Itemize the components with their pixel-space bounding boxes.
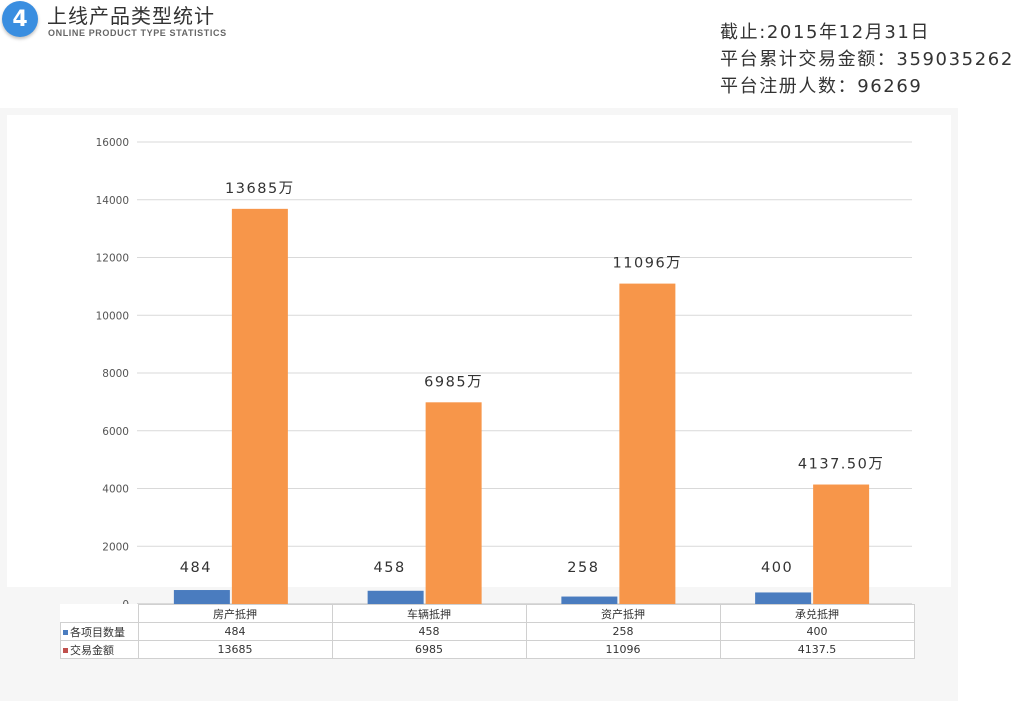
y-tick-label: 16000 (96, 137, 129, 149)
table-cell: 458 (331, 622, 527, 641)
legend-entry-series1: 各项目数量 (60, 622, 139, 641)
badge-number: 4 (12, 6, 28, 32)
y-tick-label: 10000 (96, 310, 129, 322)
data-label: 258 (567, 560, 599, 576)
table-row: 交易金额 13685 6985 11096 4137.5 (60, 640, 915, 659)
legend-swatch (63, 648, 68, 653)
table-header-row: 房产抵押 车辆抵押 资产抵押 承兑抵押 (60, 604, 915, 623)
table-cell: 484 (137, 622, 333, 641)
bar-project-count (173, 590, 230, 604)
data-label: 458 (374, 560, 406, 576)
total-volume: 平台累计交易金额：359035262 (720, 49, 1014, 70)
bar-transaction-amount (619, 283, 676, 604)
legend-label: 各项目数量 (70, 625, 125, 639)
table-cell: 258 (525, 622, 721, 641)
bar-project-count (755, 592, 812, 604)
bar-project-count (367, 590, 424, 604)
platform-stats: 截止:2015年12月31日 平台累计交易金额：359035262 平台注册人数… (720, 19, 1014, 100)
bars (173, 208, 870, 604)
table-cell: 400 (719, 622, 915, 641)
table-cell: 6985 (331, 640, 527, 659)
category-header: 房产抵押 (137, 604, 333, 623)
page-title: 上线产品类型统计 (47, 4, 215, 28)
data-table: 房产抵押 车辆抵押 资产抵押 承兑抵押 各项目数量 484 458 258 40… (60, 604, 915, 659)
data-label: 13685万 (225, 181, 295, 197)
table-cell: 4137.5 (719, 640, 915, 659)
section-number-badge: 4 (2, 1, 38, 37)
legend-swatch (63, 630, 68, 635)
table-corner (60, 604, 139, 623)
category-header: 资产抵押 (525, 604, 721, 623)
legend-label: 交易金额 (70, 643, 114, 657)
y-tick-label: 4000 (102, 484, 129, 496)
page-subtitle: ONLINE PRODUCT TYPE STATISTICS (48, 28, 227, 38)
category-header: 车辆抵押 (331, 604, 527, 623)
bar-transaction-amount (231, 208, 288, 604)
table-cell: 11096 (525, 640, 721, 659)
y-tick-label: 6000 (102, 426, 129, 438)
legend-entry-series2: 交易金额 (60, 640, 139, 659)
bar-transaction-amount (813, 484, 870, 604)
y-tick-label: 14000 (96, 195, 129, 207)
bar-transaction-amount (425, 402, 482, 604)
cutoff-date: 截止:2015年12月31日 (720, 22, 931, 43)
y-tick-label: 8000 (102, 368, 129, 380)
bar-project-count (561, 596, 618, 604)
y-tick-label: 2000 (102, 541, 129, 553)
data-label: 400 (761, 560, 793, 576)
table-row: 各项目数量 484 458 258 400 (60, 622, 915, 641)
y-tick-label: 12000 (96, 253, 129, 265)
data-label: 4137.50万 (798, 457, 884, 473)
data-labels: 484 13685万 458 6985万 258 11096万 400 4137.50万 (180, 181, 884, 576)
registered-users: 平台注册人数：96269 (720, 76, 923, 97)
data-label: 484 (180, 560, 212, 576)
y-axis-ticks: 0200040006000800010000120001400016000 (96, 137, 129, 611)
data-label: 6985万 (424, 374, 483, 390)
data-label: 11096万 (613, 256, 683, 272)
table-cell: 13685 (137, 640, 333, 659)
category-header: 承兑抵押 (719, 604, 915, 623)
